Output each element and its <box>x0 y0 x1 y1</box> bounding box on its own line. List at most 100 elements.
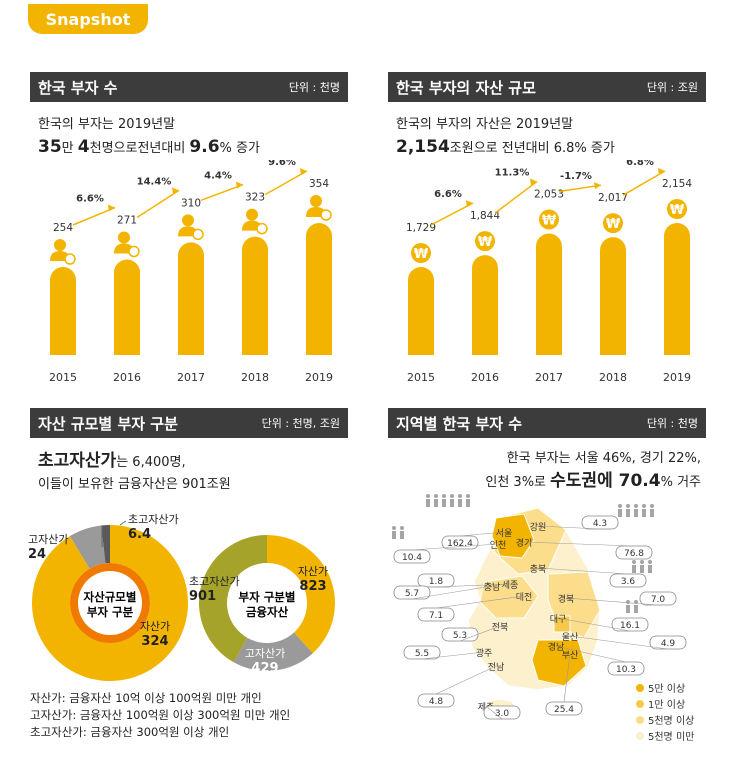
unit-label: 단위 : 천명 <box>288 81 340 94</box>
growth-arrow <box>494 180 538 214</box>
person-body-icon <box>626 605 630 613</box>
slice-value-label: 823 <box>299 579 326 594</box>
x-tick-label: 2017 <box>177 371 205 384</box>
person-body-icon <box>618 509 622 517</box>
won-symbol-icon: ₩ <box>670 203 685 218</box>
rich-count-summary: 한국의 부자는 2019년말 35만 4천명으로전년대비 9.6% 증가 <box>38 114 260 160</box>
region-value-label: 4.8 <box>429 697 444 707</box>
person-body-icon <box>650 509 654 517</box>
panel-title: 지역별 한국 부자 수 <box>396 414 523 433</box>
legend-label: 5천명 이상 <box>648 715 694 727</box>
growth-arrowhead-icon <box>530 178 537 186</box>
coin-icon <box>128 245 140 258</box>
growth-arrowhead-icon <box>300 168 307 175</box>
coin-icon <box>256 222 268 235</box>
region-value-label: 10.4 <box>402 553 422 563</box>
note-line: 초고자산가: 금융자산 300억원 이상 개인 <box>30 725 230 739</box>
region-name-label: 대구 <box>550 614 567 625</box>
person-body-icon <box>632 565 636 573</box>
note-line: 자산가: 금융자산 10억 이상 100억원 미만 개인 <box>30 691 262 705</box>
region-name-label: 충남 <box>484 582 501 593</box>
growth-label: 14.4% <box>137 176 172 187</box>
region-leader-line <box>411 543 499 551</box>
region-name-label: 서울 <box>496 528 513 539</box>
growth-arrowhead-icon <box>236 181 243 189</box>
leader-line <box>119 520 127 526</box>
panel-title: 자산 규모별 부자 구분 <box>38 414 178 433</box>
growth-arrowhead-icon <box>172 187 179 195</box>
growth-label: -1.7% <box>560 171 592 182</box>
slice-value-label: 6.4 <box>128 527 151 542</box>
region-name-label: 전남 <box>488 662 505 673</box>
panel-title: 한국 부자 수 <box>38 78 118 97</box>
value-label: 2,154 <box>662 178 692 190</box>
person-body-icon <box>400 531 404 539</box>
summary-line-2: 35만 4천명으로전년대비 9.6% 증가 <box>38 137 260 157</box>
person-head-icon <box>392 526 396 530</box>
region-gyeongnam <box>531 639 587 687</box>
legend-label: 1만 이상 <box>648 699 685 711</box>
region-leader-line <box>435 583 511 588</box>
slice-value-label: 24 <box>28 547 46 562</box>
unit-label: 단위 : 천명 <box>646 417 698 430</box>
region-leader-line <box>459 625 501 642</box>
x-tick-label: 2017 <box>535 371 563 384</box>
person-head-icon <box>634 600 638 604</box>
value-label: 354 <box>309 178 329 190</box>
donut-center-label: 금융자산 <box>246 605 289 619</box>
region-value-label: 7.0 <box>651 595 666 605</box>
growth-label: 11.3% <box>495 167 530 178</box>
donut-center <box>235 571 299 635</box>
region-value-label: 5.7 <box>405 589 419 599</box>
person-head-icon <box>426 494 430 498</box>
region-value-label: 3.0 <box>495 709 510 719</box>
x-tick-label: 2015 <box>49 371 77 384</box>
summary-line: 초고자산가는 6,400명, <box>38 451 186 471</box>
bar <box>306 223 332 355</box>
won-coin-icon <box>475 231 495 252</box>
region-name-label: 경기 <box>516 537 533 549</box>
slice-value-label: 901 <box>189 589 216 604</box>
person-head-icon <box>466 494 470 498</box>
donut-center <box>78 571 142 635</box>
legend-swatch <box>636 684 644 692</box>
growth-label: 6.6% <box>76 194 104 205</box>
region-value-label: 4.9 <box>661 639 676 649</box>
region-name-label: 세종 <box>502 580 519 591</box>
value-label: 323 <box>245 192 265 204</box>
donut-slice <box>267 535 335 654</box>
value-label: 2,053 <box>534 188 564 200</box>
coin-icon <box>64 253 76 265</box>
summary-line: 한국의 부자의 자산은 2019년말 <box>396 117 574 132</box>
region-value-label: 3.6 <box>621 577 636 587</box>
region-leader-line <box>421 651 485 660</box>
coin-icon <box>320 209 332 221</box>
summary-line: 한국의 부자는 2019년말 <box>38 117 176 132</box>
donut-slice <box>31 525 188 681</box>
person-icon <box>246 208 258 221</box>
growth-arrow <box>558 184 602 193</box>
won-symbol-icon: ₩ <box>606 217 621 232</box>
won-coin-icon <box>667 199 687 219</box>
bar <box>242 236 268 355</box>
x-tick-label: 2019 <box>663 371 691 384</box>
value-label: 1,729 <box>406 222 436 234</box>
value-label: 254 <box>53 222 73 234</box>
growth-label: 9.6% <box>268 160 296 168</box>
region-value-label: 16.1 <box>620 621 640 631</box>
growth-arrow <box>264 170 308 196</box>
region-leader-line <box>537 525 601 530</box>
unit-label: 단위 : 천명, 조원 <box>261 417 340 430</box>
person-head-icon <box>626 600 630 604</box>
person-icon <box>118 231 130 244</box>
legend-swatch <box>636 732 644 740</box>
value-label: 1,844 <box>470 210 500 222</box>
region-gyeonggi <box>491 513 535 559</box>
person-head-icon <box>632 560 636 564</box>
won-coin-icon <box>411 243 431 263</box>
region-value-label: 25.4 <box>554 705 574 715</box>
donut-center-label: 부자 구분별 <box>239 590 296 604</box>
person-head-icon <box>650 504 654 508</box>
donut-center-label: 부자 구분 <box>87 605 134 619</box>
